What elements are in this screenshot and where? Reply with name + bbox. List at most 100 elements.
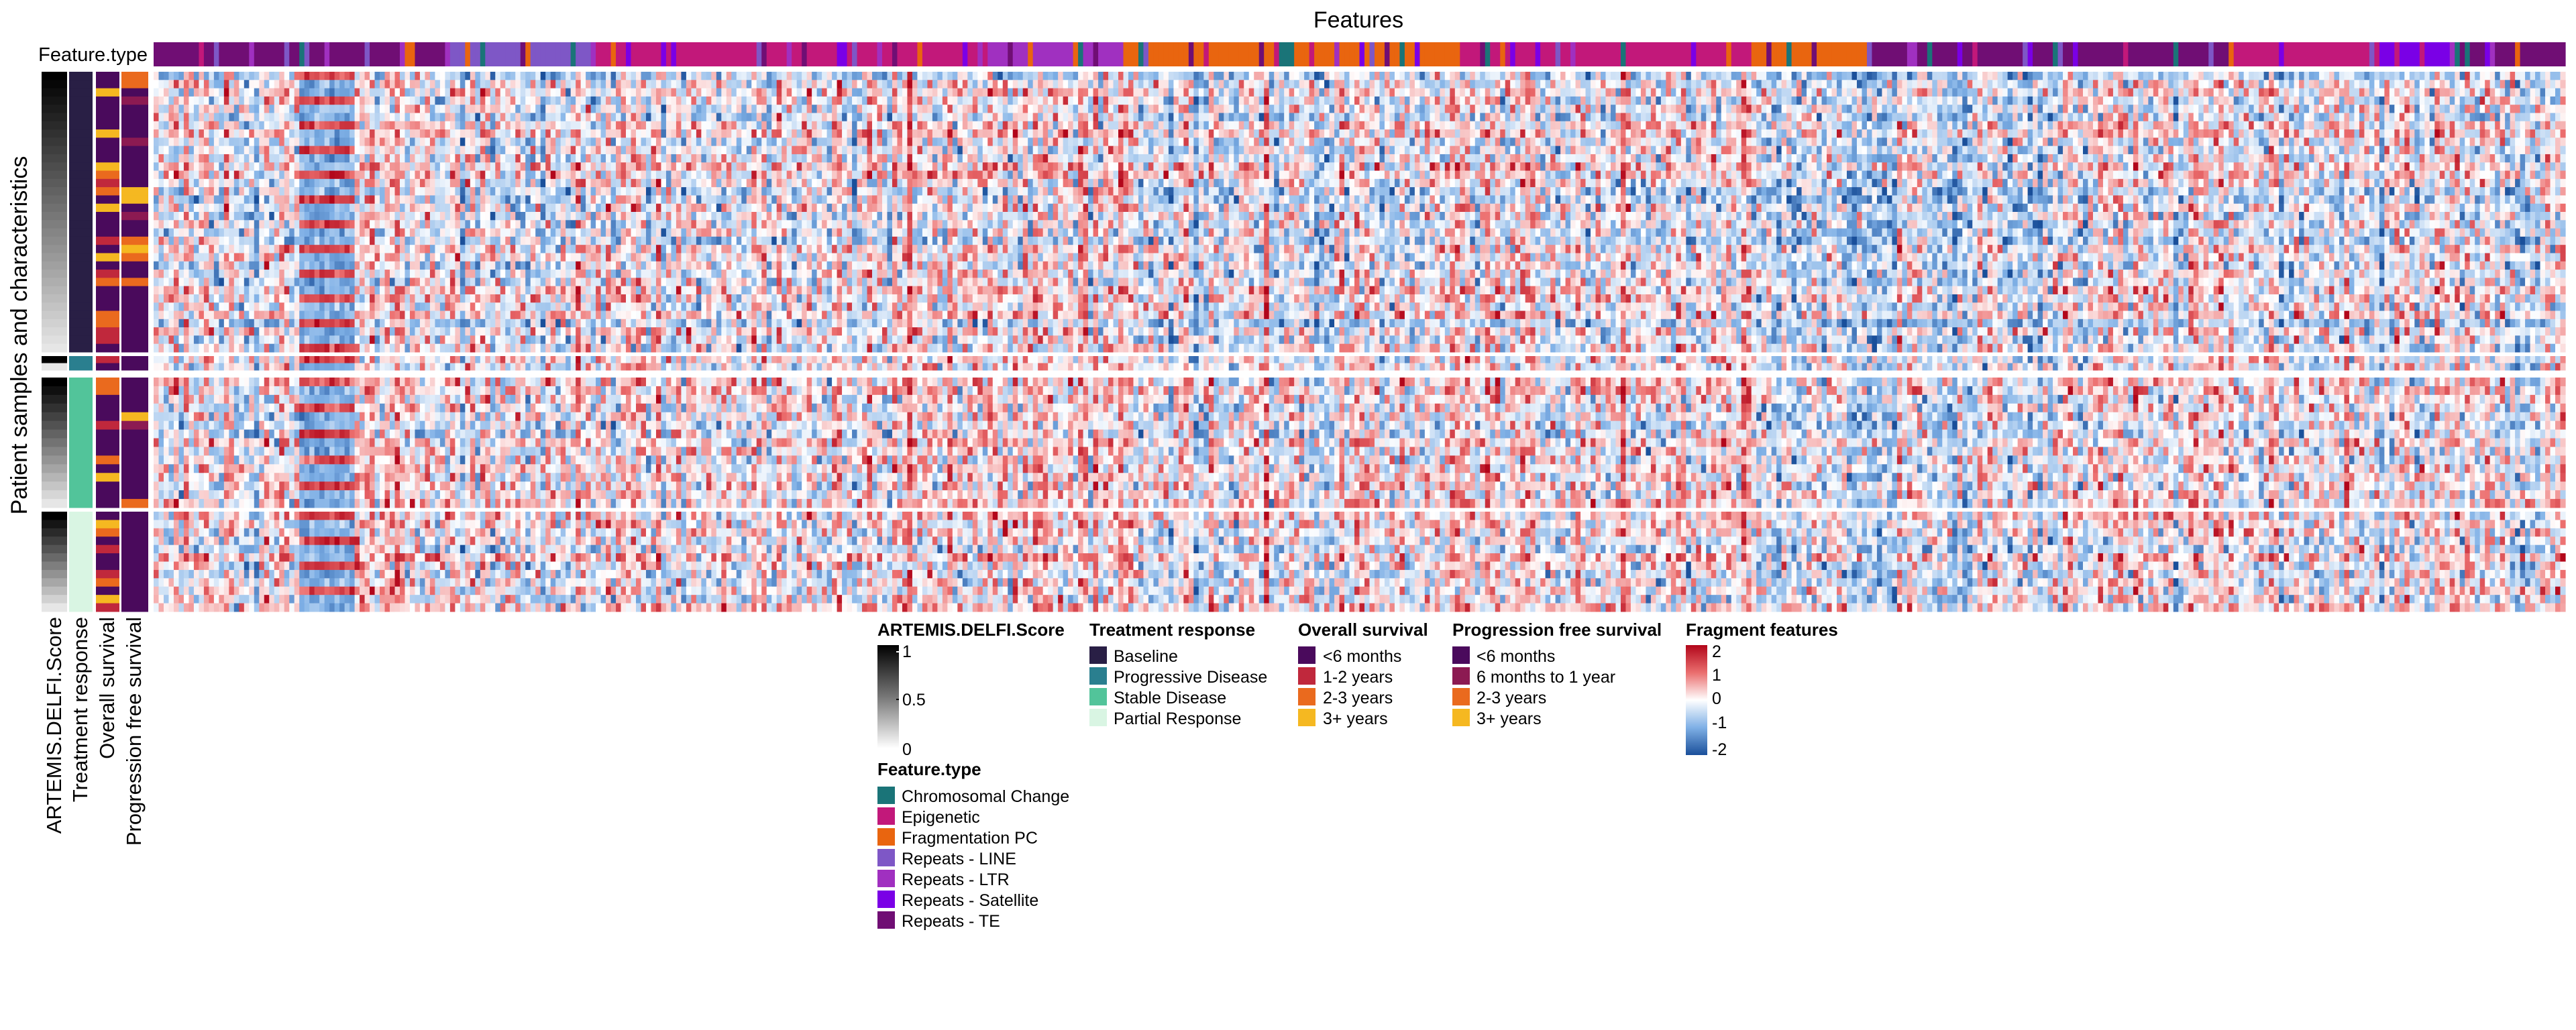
feature-type-cell [1123,42,1129,66]
feature-type-cell [1490,42,1496,66]
heatmap-cell [2218,80,2224,89]
feature-type-cell [1676,42,1682,66]
feature-type-cell [2203,42,2209,66]
heatmap-cell [2178,121,2184,130]
heatmap-cell [354,88,360,97]
heatmap-cell [881,121,888,130]
heatmap-cell [1902,129,1908,138]
heatmap-cell [269,80,275,89]
heatmap-cell [229,121,235,130]
heatmap-cell [1118,129,1124,138]
heatmap-cell [435,88,441,97]
heatmap-cell [2163,88,2169,97]
heatmap-cell [2033,88,2039,97]
heatmap-cell [1997,121,2003,130]
heatmap-cell [2043,121,2049,130]
heatmap-cell [500,129,506,138]
feature-type-cell [1143,42,1149,66]
heatmap-cell [802,96,808,105]
heatmap-cell [1972,129,1978,138]
heatmap-cell [661,96,667,105]
heatmap-cell [1068,121,1074,130]
heatmap-cell [887,80,893,89]
heatmap-cell [178,80,184,89]
heatmap-cell [776,105,782,113]
heatmap-cell [1756,72,1762,80]
feature-type-cell [812,42,818,66]
heatmap-cell [2389,113,2395,122]
heatmap-cell [2429,72,2435,80]
heatmap-cell [445,72,451,80]
heatmap-cell [1510,80,1516,89]
heatmap-cell [1424,88,1430,97]
heatmap-cell [686,88,692,97]
feature-type-cell [1741,42,1747,66]
heatmap-cell [782,121,788,130]
feature-type-cell [636,42,642,66]
heatmap-cell [1972,137,1978,147]
heatmap-cell [1409,88,1415,97]
heatmap-cell [927,121,933,130]
heatmap-cell [2027,121,2033,130]
heatmap-cell [681,88,687,97]
heatmap-body [154,72,2566,612]
heatmap-cell [1570,129,1576,138]
heatmap-cell [1957,105,1963,113]
heatmap-cell [2394,105,2400,113]
heatmap-cell [455,96,461,105]
heatmap-cell [203,80,209,89]
heatmap-cell [1967,88,1973,97]
heatmap-cell [2560,129,2566,138]
heatmap-cell [600,88,606,97]
heatmap-cell [1882,88,1888,97]
heatmap-cell [334,72,340,80]
heatmap-cell [1776,105,1782,113]
heatmap-cell [1862,113,1868,122]
heatmap-cell [1269,96,1275,105]
heatmap-cell [2007,129,2013,138]
heatmap-cell [681,96,687,105]
feature-type-cell [1309,42,1315,66]
heatmap-cell [1208,137,1214,147]
heatmap-cell [1002,72,1008,80]
heatmap-cell [1113,80,1119,89]
heatmap-cell [350,129,356,138]
heatmap-cell [1886,137,1892,147]
heatmap-cell [1063,105,1069,113]
heatmap-cell [1876,80,1883,89]
heatmap-cell [2047,113,2053,122]
heatmap-cell [1042,72,1049,80]
heatmap-cell [802,113,808,122]
heatmap-cell [2123,80,2129,89]
heatmap-cell [2213,137,2219,147]
heatmap-cell [350,121,356,130]
heatmap-cell [2078,105,2084,113]
heatmap-cell [1389,105,1395,113]
heatmap-cell [1952,113,1958,122]
heatmap-cell [189,105,195,113]
heatmap-cell [1676,72,1682,80]
heatmap-cell [1083,72,1089,80]
heatmap-cell [2112,137,2119,147]
heatmap-cell [706,88,712,97]
heatmap-cell [1676,105,1682,113]
heatmap-cell [867,105,873,113]
heatmap-cell [1972,80,1978,89]
feature-type-cell [154,42,160,66]
heatmap-cell [1324,137,1330,147]
heatmap-cell [590,121,596,130]
heatmap-cell [2535,129,2541,138]
heatmap-cell [2269,72,2275,80]
heatmap-cell [550,72,556,80]
heatmap-cell [1188,121,1194,130]
heatmap-cell [2273,80,2279,89]
heatmap-cell [370,146,376,155]
heatmap-cell [1083,96,1089,105]
heatmap-cell [1053,129,1059,138]
heatmap-cell [540,96,546,105]
heatmap-cell [2148,129,2154,138]
heatmap-cell [922,105,928,113]
heatmap-cell [390,96,396,105]
heatmap-cell [254,146,260,155]
heatmap-cell [2284,121,2290,130]
